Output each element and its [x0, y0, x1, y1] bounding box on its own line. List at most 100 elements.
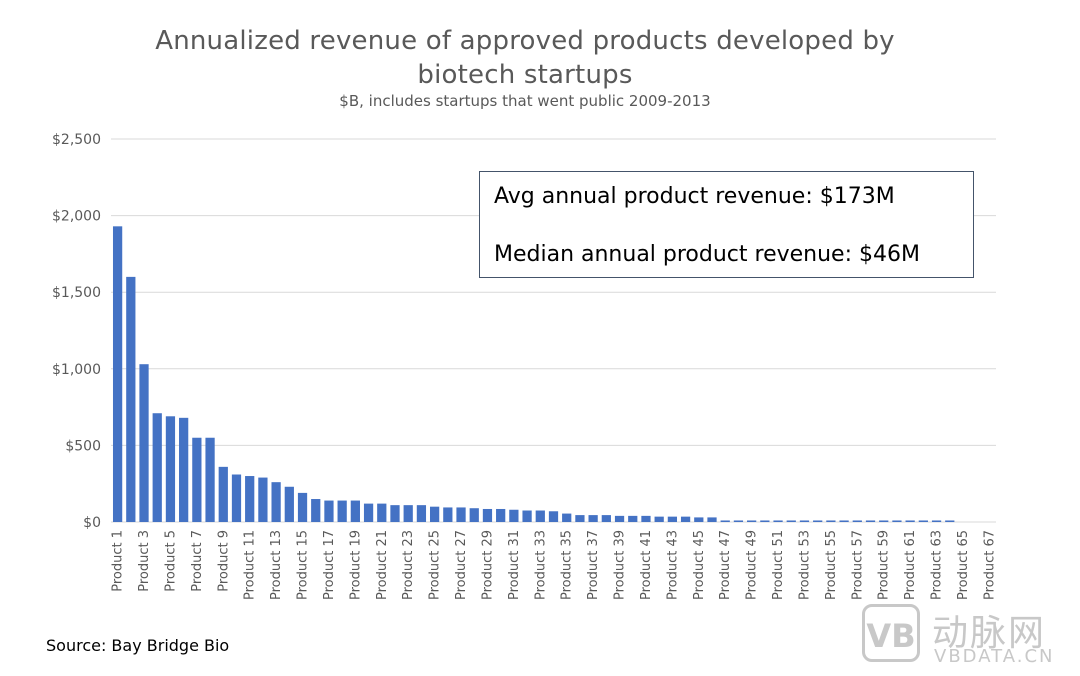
bar	[403, 505, 413, 522]
bar	[707, 517, 717, 522]
bar	[694, 517, 704, 522]
x-tick-label: Product 35	[560, 530, 575, 600]
bar	[231, 474, 242, 522]
bar	[390, 505, 400, 522]
bar	[865, 520, 876, 522]
bar	[179, 417, 189, 522]
bar	[245, 476, 255, 522]
x-tick-label: Product 51	[771, 530, 786, 600]
bar	[733, 520, 744, 522]
bar	[152, 413, 162, 522]
bar	[205, 437, 215, 522]
y-tick-label: $2,500	[52, 132, 101, 148]
bar	[192, 437, 202, 522]
bar	[654, 516, 664, 522]
x-tick-label: Product 59	[877, 530, 892, 600]
x-tick-label: Product 11	[243, 530, 258, 600]
bar	[601, 515, 611, 522]
bar	[747, 520, 757, 522]
bar	[813, 520, 823, 522]
x-tick-label: Product 39	[613, 530, 628, 600]
bar	[350, 500, 360, 522]
chart-title-line-2: biotech startups	[417, 60, 633, 90]
vbdata-watermark: VB 动脉网 VBDATA.CN	[858, 602, 1080, 676]
bar	[839, 520, 849, 522]
bar	[588, 515, 598, 522]
y-tick-label: $500	[65, 438, 101, 454]
bar	[852, 520, 862, 522]
x-tick-label: Product 63	[930, 530, 945, 600]
x-tick-label: Product 23	[401, 530, 416, 600]
x-tick-label: Product 21	[375, 530, 390, 600]
bar	[562, 513, 572, 522]
bar	[879, 520, 889, 522]
x-tick-label: Product 41	[639, 530, 654, 600]
bar	[799, 520, 810, 522]
x-tick-label: Product 7	[190, 530, 205, 592]
x-tick-label: Product 45	[692, 530, 707, 600]
bar	[363, 503, 374, 522]
bar	[905, 520, 915, 522]
bar	[482, 508, 493, 522]
x-tick-label: Product 43	[665, 530, 680, 600]
source-note: Source: Bay Bridge Bio	[46, 636, 230, 655]
x-tick-label: Product 1	[111, 530, 126, 592]
bar	[786, 520, 796, 522]
bar	[892, 520, 902, 522]
bar	[945, 520, 955, 522]
chart-title: Annualized revenue of approved products …	[0, 24, 1050, 92]
bar	[165, 416, 176, 522]
x-tick-label: Product 49	[745, 530, 760, 600]
stats-callout-box: Avg annual product revenue: $173M Median…	[479, 171, 974, 278]
bar	[826, 520, 836, 522]
bar	[324, 500, 334, 522]
x-tick-label: Product 25	[428, 530, 443, 600]
bar	[443, 507, 453, 522]
bar	[614, 515, 625, 522]
y-tick-label: $2,000	[52, 209, 101, 225]
x-tick-label: Product 57	[850, 530, 865, 600]
bar	[496, 508, 506, 522]
bar	[258, 477, 268, 522]
x-tick-label: Product 17	[322, 530, 337, 600]
bar	[667, 516, 678, 522]
x-tick-label: Product 61	[903, 530, 918, 600]
bar	[535, 510, 545, 522]
y-tick-label: $0	[83, 515, 101, 531]
x-tick-label: Product 53	[797, 530, 812, 600]
y-tick-label: $1,500	[52, 285, 101, 301]
x-tick-label: Product 13	[269, 530, 284, 600]
vb-logo-icon: VB	[862, 604, 920, 662]
x-tick-label: Product 9	[216, 530, 231, 592]
bar	[918, 520, 928, 522]
x-tick-label: Product 67	[982, 530, 997, 600]
bar	[628, 515, 638, 522]
x-tick-label: Product 27	[454, 530, 469, 600]
bar	[337, 500, 347, 522]
bar	[680, 516, 691, 522]
bar	[429, 506, 440, 522]
x-tick-label: Product 5	[163, 530, 178, 592]
x-tick-label: Product 29	[480, 530, 495, 600]
bar	[126, 276, 136, 522]
x-tick-label: Product 55	[824, 530, 839, 600]
bar	[456, 507, 466, 522]
bar	[575, 515, 585, 522]
bar	[522, 510, 532, 522]
bar	[773, 520, 783, 522]
bar	[297, 492, 308, 522]
chart-title-line-1: Annualized revenue of approved products …	[155, 26, 895, 56]
bar	[311, 499, 321, 522]
x-tick-label: Product 31	[507, 530, 522, 600]
median-revenue-label: Median annual product revenue: $46M	[494, 242, 920, 267]
bar	[931, 520, 942, 522]
bar	[548, 511, 559, 522]
watermark-chinese-text: 动脉网	[932, 613, 1047, 654]
bar	[284, 486, 294, 522]
bar	[760, 520, 770, 522]
avg-revenue-label: Avg annual product revenue: $173M	[494, 184, 895, 209]
y-tick-label: $1,000	[52, 362, 101, 378]
bar	[377, 503, 387, 522]
bar	[271, 482, 281, 522]
